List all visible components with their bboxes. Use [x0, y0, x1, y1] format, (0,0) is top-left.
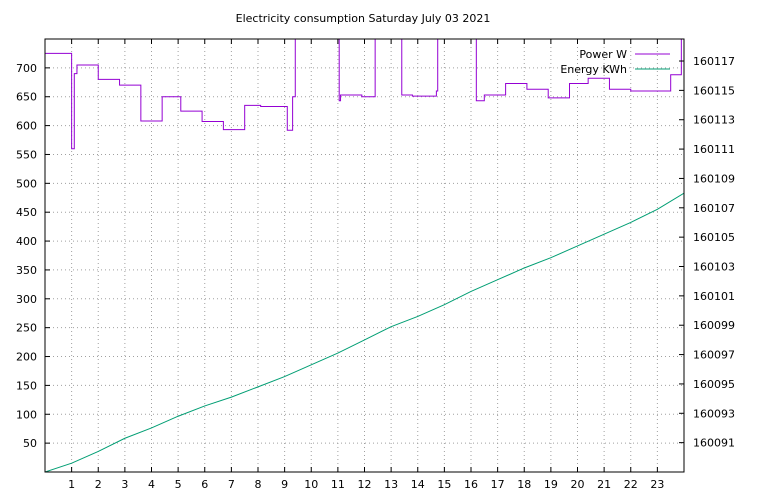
x-tick-label: 15 — [437, 478, 451, 491]
y-left-tick-label: 150 — [16, 379, 37, 392]
series-line-energy — [45, 192, 684, 472]
x-tick-label: 12 — [358, 478, 372, 491]
y-right-tick-label: 160115 — [693, 84, 735, 97]
y-left-tick-label: 500 — [16, 177, 37, 190]
x-tick-label: 18 — [517, 478, 531, 491]
x-tick-label: 21 — [597, 478, 611, 491]
y-left-tick-label: 550 — [16, 148, 37, 161]
y-right-tick-label: 160093 — [693, 407, 735, 420]
legend-label: Power W — [579, 48, 627, 61]
x-tick-label: 22 — [624, 478, 638, 491]
x-tick-label: 7 — [228, 478, 235, 491]
y-right-tick-label: 160117 — [693, 55, 735, 68]
x-tick-label: 8 — [255, 478, 262, 491]
y-left-tick-label: 300 — [16, 293, 37, 306]
y-right-tick-label: 160101 — [693, 290, 735, 303]
y-left-tick-label: 600 — [16, 120, 37, 133]
legend-label: Energy KWh — [560, 63, 627, 76]
x-tick-label: 13 — [384, 478, 398, 491]
y-right-tick-label: 160091 — [693, 437, 735, 450]
x-tick-label: 20 — [571, 478, 585, 491]
y-right-tick-label: 160105 — [693, 231, 735, 244]
y-left-tick-label: 350 — [16, 264, 37, 277]
chart-title: Electricity consumption Saturday July 03… — [236, 12, 491, 25]
legend: Power W Energy KWh — [560, 48, 670, 76]
series-line-power — [45, 39, 684, 150]
y-left-tick-label: 700 — [16, 62, 37, 75]
y-left-tick-label: 650 — [16, 91, 37, 104]
y-right-tick-label: 160109 — [693, 172, 735, 185]
y-left-tick-label: 100 — [16, 408, 37, 421]
x-tick-label: 2 — [95, 478, 102, 491]
x-tick-label: 6 — [201, 478, 208, 491]
x-tick-label: 11 — [331, 478, 345, 491]
y-right-tick-label: 160099 — [693, 319, 735, 332]
y-right-tick-label: 160103 — [693, 261, 735, 274]
x-tick-label: 19 — [544, 478, 558, 491]
x-tick-label: 5 — [175, 478, 182, 491]
y-left-tick-label: 50 — [23, 437, 37, 450]
x-tick-label: 4 — [148, 478, 155, 491]
x-tick-label: 3 — [121, 478, 128, 491]
y-right-tick-label: 160107 — [693, 202, 735, 215]
tick-layer: 1 2 3 4 5 6 7 8 9 10 11 12 13 14 15 16 17 18 19 20 21 22 23501… — [16, 39, 735, 491]
y-right-tick-label: 160113 — [693, 114, 735, 127]
x-tick-label: 1 — [68, 478, 75, 491]
y-right-tick-label: 160111 — [693, 143, 735, 156]
x-tick-label: 9 — [281, 478, 288, 491]
y-right-tick-label: 160097 — [693, 349, 735, 362]
x-tick-label: 14 — [411, 478, 425, 491]
x-tick-label: 23 — [650, 478, 664, 491]
y-left-tick-label: 450 — [16, 206, 37, 219]
y-left-tick-label: 250 — [16, 322, 37, 335]
x-tick-label: 16 — [464, 478, 478, 491]
y-left-tick-label: 200 — [16, 351, 37, 364]
grid-layer — [45, 39, 684, 472]
series-layer — [45, 39, 684, 472]
x-tick-label: 17 — [491, 478, 505, 491]
y-left-tick-label: 400 — [16, 235, 37, 248]
y-right-tick-label: 160095 — [693, 378, 735, 391]
x-tick-label: 10 — [304, 478, 318, 491]
